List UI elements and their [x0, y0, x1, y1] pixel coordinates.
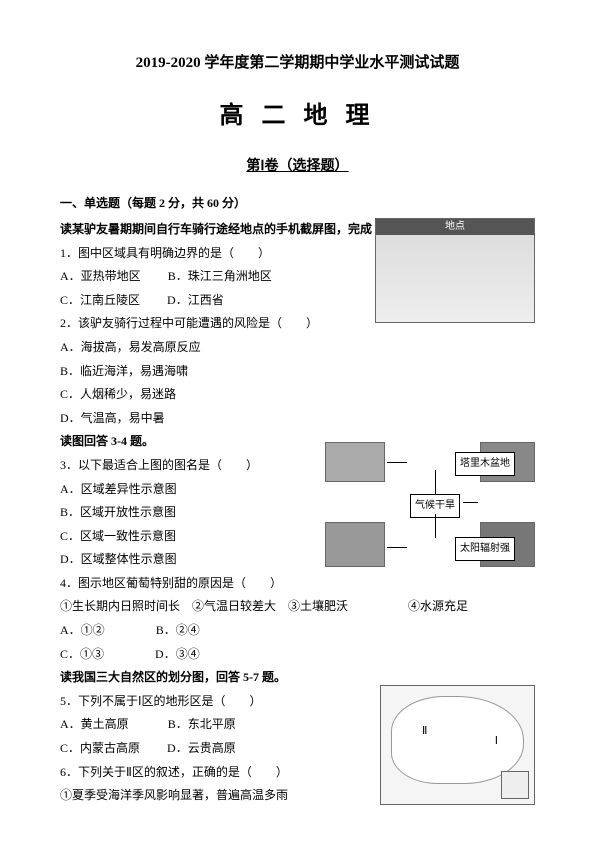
- q3-opt-a: A．区域差异性示意图: [60, 479, 360, 501]
- diagram-line-2: [387, 547, 407, 548]
- q6-opt-1: ①夏季受海洋季风影响显著，普遍高温多雨: [60, 785, 360, 807]
- q2-opt-b: B．临近海洋，易遇海啸: [60, 361, 360, 383]
- question-2: 2．该驴友骑行过程中可能遭遇的风险是（ ）: [60, 313, 360, 335]
- figure-map-screenshot: 地点: [375, 218, 535, 323]
- q2-opt-a: A．海拔高，易发高原反应: [60, 337, 360, 359]
- q1-options-row2: C．江南丘陵区 D．江西省: [60, 290, 360, 312]
- q1-opt-c: C．江南丘陵区: [60, 293, 140, 307]
- section-1-heading: 一、单选题（每题 2 分，共 60 分）: [60, 193, 535, 215]
- q3-opt-b: B．区域开放性示意图: [60, 502, 360, 524]
- map-inset-box: [501, 771, 529, 799]
- region-2-label: Ⅱ: [422, 722, 427, 742]
- figure-diagram: 塔里木盆地 气候干旱 太阳辐射强: [325, 442, 535, 567]
- figure-china-map: Ⅰ Ⅱ: [380, 685, 535, 805]
- q1-options-row1: A．亚热带地区 B．珠江三角洲地区: [60, 266, 360, 288]
- q4-options: A．①② B．②④: [60, 620, 535, 642]
- photo-top-left: [325, 442, 385, 482]
- q4-options-2: C．①③ D．③④: [60, 644, 535, 666]
- diagram-line-1: [387, 462, 407, 463]
- q4-sub-options: ①生长期内日照时间长 ②气温日较差大 ③土壤肥沃 ④水源充足: [60, 596, 535, 618]
- q5-opt-c: C．内蒙古高原: [60, 741, 140, 755]
- q4-opt-c: C．①③: [60, 647, 104, 661]
- q5-opt-d: D．云贵高原: [167, 741, 236, 755]
- q2-opt-d: D．气温高，易中暑: [60, 408, 360, 430]
- question-5: 5．下列不属于Ⅰ区的地形区是（ ）: [60, 691, 360, 713]
- q5-options-row1: A．黄土高原 B．东北平原: [60, 714, 360, 736]
- diagram-line-3: [435, 470, 436, 494]
- q3-opt-c: C．区域一致性示意图: [60, 526, 360, 548]
- question-3: 3．以下最适合上图的图名是（ ）: [60, 455, 360, 477]
- diagram-line-5: [463, 502, 478, 503]
- q5-opt-b: B．东北平原: [168, 717, 236, 731]
- instruction-2: 读图回答 3-4 题。: [60, 431, 360, 453]
- q1-opt-d: D．江西省: [167, 293, 224, 307]
- question-1: 1．图中区域具有明确边界的是（ ）: [60, 243, 360, 265]
- exam-title: 高 二 地 理: [60, 95, 535, 138]
- section-subtitle: 第Ⅰ卷（选择题）: [60, 154, 535, 179]
- q2-opt-c: C．人烟稀少，易迷路: [60, 384, 360, 406]
- photo-bottom-left: [325, 522, 385, 567]
- q4-opt-b: B．②④: [156, 623, 200, 637]
- q5-options-row2: C．内蒙古高原 D．云贵高原: [60, 738, 360, 760]
- q1-opt-a: A．亚热带地区: [60, 269, 141, 283]
- region-1-label: Ⅰ: [495, 732, 498, 752]
- q3-opt-d: D．区域整体性示意图: [60, 549, 360, 571]
- question-6: 6．下列关于Ⅱ区的叙述，正确的是（ ）: [60, 762, 360, 784]
- figure-map-label: 地点: [376, 219, 534, 235]
- q5-opt-a: A．黄土高原: [60, 717, 129, 731]
- exam-header: 2019-2020 学年度第二学期期中学业水平测试试题: [60, 50, 535, 77]
- q1-opt-b: B．珠江三角洲地区: [168, 269, 272, 283]
- q4-opt-d: D．③④: [155, 647, 200, 661]
- diagram-box-1: 塔里木盆地: [455, 452, 515, 476]
- diagram-line-4: [435, 514, 436, 538]
- q4-opt-a: A．①②: [60, 623, 105, 637]
- diagram-box-3: 太阳辐射强: [455, 537, 515, 561]
- question-4: 4．图示地区葡萄特别甜的原因是（ ）: [60, 573, 360, 595]
